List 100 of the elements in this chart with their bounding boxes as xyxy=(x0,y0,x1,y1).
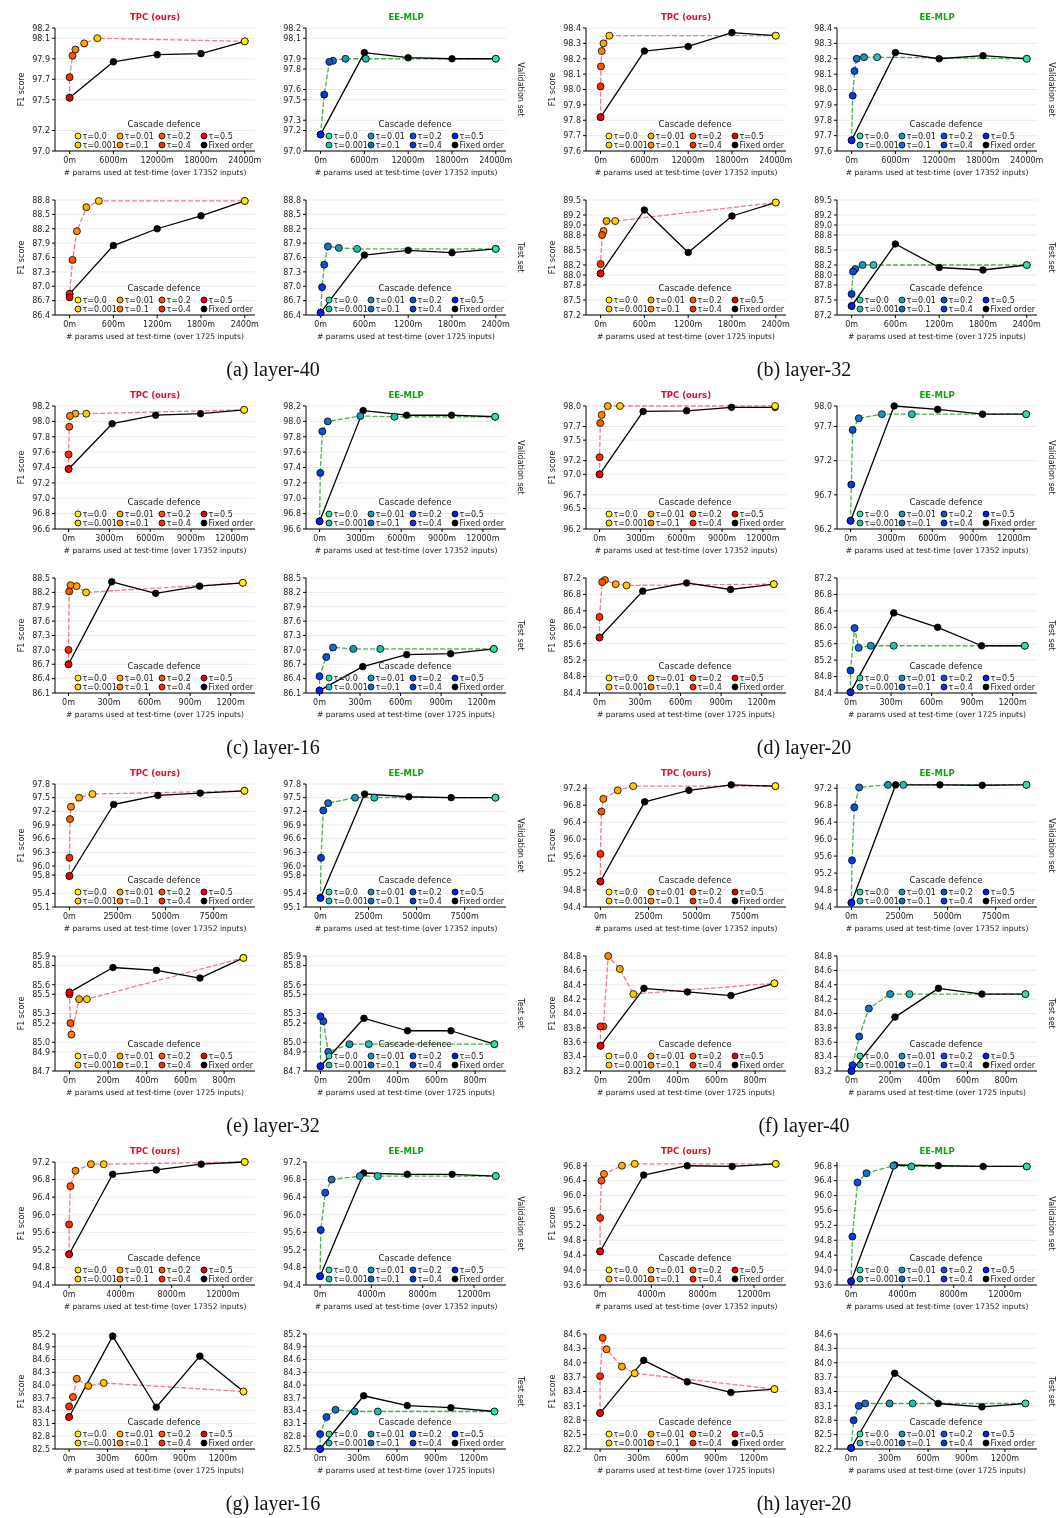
y-tick-label: 83.7 xyxy=(32,1393,50,1403)
y-tick-label: 96.4 xyxy=(814,1176,832,1186)
y-tick-label: 84.0 xyxy=(814,1358,832,1368)
x-tick-label: 600m xyxy=(916,1454,940,1463)
legend-label: τ=0.2 xyxy=(948,673,973,683)
text: Test set xyxy=(516,997,525,1029)
x-tick-label: 9000m xyxy=(176,534,206,543)
y-tick-label: 83.6 xyxy=(563,1038,581,1048)
legend-label: τ=0.001 xyxy=(82,1438,117,1448)
y-tick-label: 98.2 xyxy=(563,54,581,64)
legend-label: τ=0.2 xyxy=(417,131,442,141)
y-tick-label: 96.3 xyxy=(283,848,301,858)
x-tick-label: 600m xyxy=(704,1076,729,1085)
legend-label: τ=0.001 xyxy=(333,1060,368,1070)
x-tick-label: 600m xyxy=(173,1076,198,1085)
legend-label: τ=0.01 xyxy=(124,1051,154,1061)
y-tick-label: 83.8 xyxy=(563,1023,581,1033)
chart-title: TPC (ours) xyxy=(660,768,712,778)
legend-label: τ=0.4 xyxy=(166,1438,191,1448)
legend-label: τ=0.001 xyxy=(864,682,899,692)
y-tick-label: 84.8 xyxy=(563,951,581,961)
legend-title: Cascade defence xyxy=(909,661,983,671)
legend-label: τ=0.5 xyxy=(990,509,1015,519)
y-axis-title: F1 score xyxy=(17,828,26,863)
x-tick-label: 3000m xyxy=(626,534,655,543)
y-tick-label: 94.4 xyxy=(814,1250,832,1260)
legend-label: τ=0.4 xyxy=(948,682,973,692)
x-tick-label: 1200m xyxy=(467,698,496,707)
y-tick-label: 97.2 xyxy=(283,478,301,488)
y-tick-label: 97.9 xyxy=(283,54,301,64)
y-tick-label: 98.0 xyxy=(563,401,581,411)
y-tick-label: 98.2 xyxy=(283,401,301,411)
y-tick-label: 88.2 xyxy=(283,588,301,598)
y-tick-label: 84.9 xyxy=(283,1342,301,1352)
y-tick-label: 88.8 xyxy=(814,230,832,240)
y-tick-label: 98.1 xyxy=(283,34,301,44)
y-tick-label: 97.2 xyxy=(32,478,50,488)
y-tick-label: 83.4 xyxy=(32,1406,50,1416)
legend-label: τ=0.01 xyxy=(655,295,685,305)
legend-label: τ=0.1 xyxy=(906,1060,931,1070)
text: Validation set xyxy=(516,1196,525,1251)
x-tick-label: 7500m xyxy=(450,912,479,921)
y-tick-label: 96.6 xyxy=(283,834,301,844)
legend-label: τ=0.001 xyxy=(613,1274,648,1284)
legend-label: τ=0.01 xyxy=(124,131,154,141)
x-tick-label: 600m xyxy=(138,698,162,707)
y-tick-label: 82.2 xyxy=(563,1444,581,1454)
y-tick-label: 87.8 xyxy=(814,280,832,290)
y-tick-label: 97.8 xyxy=(283,779,301,789)
x-tick-label: 18000m xyxy=(184,156,218,165)
y-tick-label: 97.5 xyxy=(32,95,50,105)
legend-title: Cascade defence xyxy=(378,661,452,671)
x-tick-label: 2400m xyxy=(230,320,260,329)
y-tick-label: 88.5 xyxy=(563,245,581,255)
legend-label: τ=0.2 xyxy=(697,295,722,305)
legend-label: τ=0.0 xyxy=(613,509,638,519)
y-axis-title: F1 score xyxy=(17,996,26,1031)
x-tick-label: 800m xyxy=(743,1076,767,1085)
legend-label: τ=0.5 xyxy=(208,887,233,897)
y-tick-label: 94.8 xyxy=(283,1263,301,1273)
y-tick-label: 94.4 xyxy=(283,1280,301,1290)
y-tick-label: 88.8 xyxy=(563,230,581,240)
legend-title: Cascade defence xyxy=(378,1039,452,1049)
y-tick-label: 85.6 xyxy=(32,980,50,990)
legend-label: τ=0.2 xyxy=(166,1051,191,1061)
text: Validation set xyxy=(1047,440,1056,495)
legend-label: τ=0.001 xyxy=(333,1274,368,1284)
x-tick-label: 0m xyxy=(593,534,607,543)
legend-label: τ=0.5 xyxy=(739,509,764,519)
y-axis-title: F1 score xyxy=(548,996,557,1031)
legend-label: τ=0.0 xyxy=(864,131,889,141)
y-tick-label: 96.8 xyxy=(283,1175,301,1185)
legend-label: τ=0.01 xyxy=(655,509,685,519)
legend-label: Fixed order xyxy=(739,682,785,692)
y-tick-label: 87.6 xyxy=(32,253,50,263)
legend-label: τ=0.5 xyxy=(459,509,484,519)
x-tick-label: 900m xyxy=(703,1454,728,1463)
y-tick-label: 86.4 xyxy=(32,310,50,320)
x-tick-label: 1200m xyxy=(216,698,245,707)
x-tick-label: 600m xyxy=(424,1076,449,1085)
legend-label: Fixed order xyxy=(459,896,505,906)
y-tick-label: 97.5 xyxy=(32,793,50,803)
x-tick-label: 12000m xyxy=(206,1290,240,1299)
y-tick-label: 98.2 xyxy=(32,23,50,33)
legend-label: τ=0.001 xyxy=(864,1438,899,1448)
x-tick-label: 2500m xyxy=(103,912,132,921)
x-tick-label: 0m xyxy=(62,698,76,707)
legend-label: τ=0.2 xyxy=(697,887,722,897)
y-tick-label: 83.4 xyxy=(563,1387,581,1397)
legend-title: Cascade defence xyxy=(127,1039,201,1049)
y-axis-title: F1 score xyxy=(548,1206,557,1241)
legend-label: τ=0.0 xyxy=(613,295,638,305)
legend-label: τ=0.0 xyxy=(333,295,358,305)
y-tick-label: 94.4 xyxy=(814,902,832,912)
legend-label: τ=0.0 xyxy=(864,295,889,305)
y-tick-label: 84.6 xyxy=(563,1329,581,1339)
y-tick-label: 98.2 xyxy=(814,54,832,64)
legend-label: τ=0.0 xyxy=(82,1265,107,1275)
y-tick-label: 87.6 xyxy=(32,616,50,626)
text: Validation set xyxy=(516,62,525,117)
